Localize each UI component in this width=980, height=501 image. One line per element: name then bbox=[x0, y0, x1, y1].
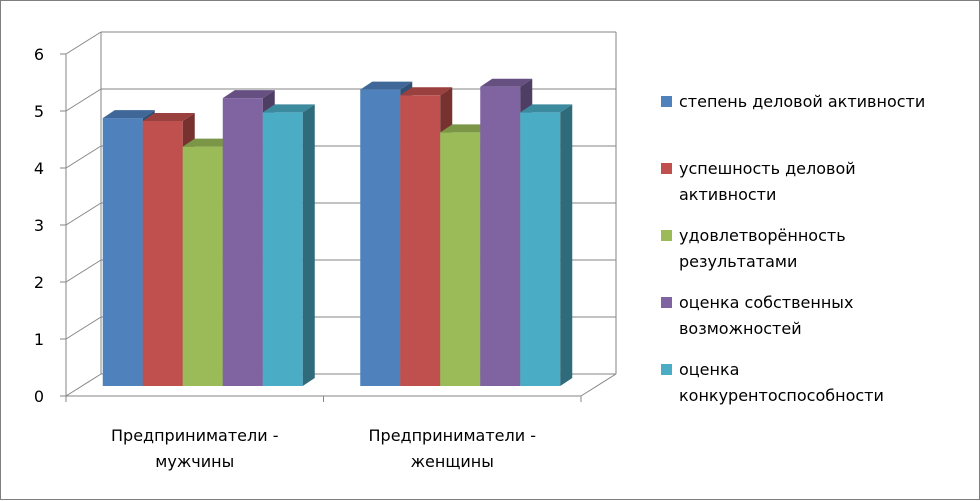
bar-front bbox=[360, 89, 401, 386]
bar-front bbox=[400, 95, 441, 387]
bar-front bbox=[480, 86, 521, 386]
x-category-label: Предприниматели - bbox=[111, 426, 279, 445]
gridline-side bbox=[65, 373, 102, 397]
y-tick-label: 2 bbox=[34, 273, 44, 292]
legend-entry-label: возможностей bbox=[679, 319, 802, 338]
y-tick-label: 4 bbox=[34, 159, 44, 178]
bar-front bbox=[262, 112, 303, 387]
legend-entry-label: степень деловой активности bbox=[679, 92, 925, 111]
legend-entry-label: оценка bbox=[679, 360, 739, 379]
bar-top bbox=[360, 81, 413, 90]
bar-front bbox=[142, 120, 183, 386]
bar-front bbox=[182, 146, 223, 386]
bar-top bbox=[222, 90, 275, 99]
legend-entry-label: успешность деловой bbox=[679, 159, 856, 178]
gridline-side bbox=[65, 31, 102, 55]
gridline-side bbox=[65, 259, 102, 283]
floor-right-edge bbox=[580, 373, 617, 397]
legend-entry-label: результатами bbox=[679, 252, 797, 271]
y-tick-label: 3 bbox=[34, 216, 44, 235]
legend-swatch bbox=[661, 163, 672, 174]
bar-top bbox=[520, 104, 573, 113]
bar-front bbox=[440, 132, 481, 386]
legend-entry-label: оценка собственных bbox=[679, 293, 853, 312]
legend-entry-label: конкурентоспособности bbox=[679, 386, 884, 405]
gridline-side bbox=[65, 316, 102, 340]
bar-top bbox=[400, 87, 453, 96]
bar-front bbox=[222, 98, 263, 387]
legend-swatch bbox=[661, 230, 672, 241]
y-tick-label: 0 bbox=[34, 387, 44, 406]
x-category-label: женщины bbox=[411, 452, 494, 471]
y-tick-label: 1 bbox=[34, 330, 44, 349]
gridline-side bbox=[65, 145, 102, 169]
bar-front bbox=[102, 118, 143, 386]
bar-front bbox=[520, 112, 561, 387]
gridline-side bbox=[65, 88, 102, 112]
bar-top bbox=[182, 138, 235, 147]
x-category-label: мужчины bbox=[155, 452, 234, 471]
legend-entry-label: удовлетворённость bbox=[679, 226, 846, 245]
bar-top bbox=[102, 110, 155, 119]
legend-swatch bbox=[661, 364, 672, 375]
legend-entry-label: активности bbox=[679, 185, 776, 204]
bar-side bbox=[302, 104, 315, 387]
y-tick-label: 5 bbox=[34, 102, 44, 121]
gridline-side bbox=[65, 202, 102, 226]
x-category-label: Предприниматели - bbox=[369, 426, 537, 445]
bar-top bbox=[480, 78, 533, 87]
bar-side bbox=[560, 104, 573, 387]
legend-swatch bbox=[661, 297, 672, 308]
bar-top bbox=[440, 124, 493, 133]
y-tick-label: 6 bbox=[34, 45, 44, 64]
bar-top bbox=[142, 112, 195, 121]
bar-top bbox=[262, 104, 315, 113]
legend-swatch bbox=[661, 96, 672, 107]
